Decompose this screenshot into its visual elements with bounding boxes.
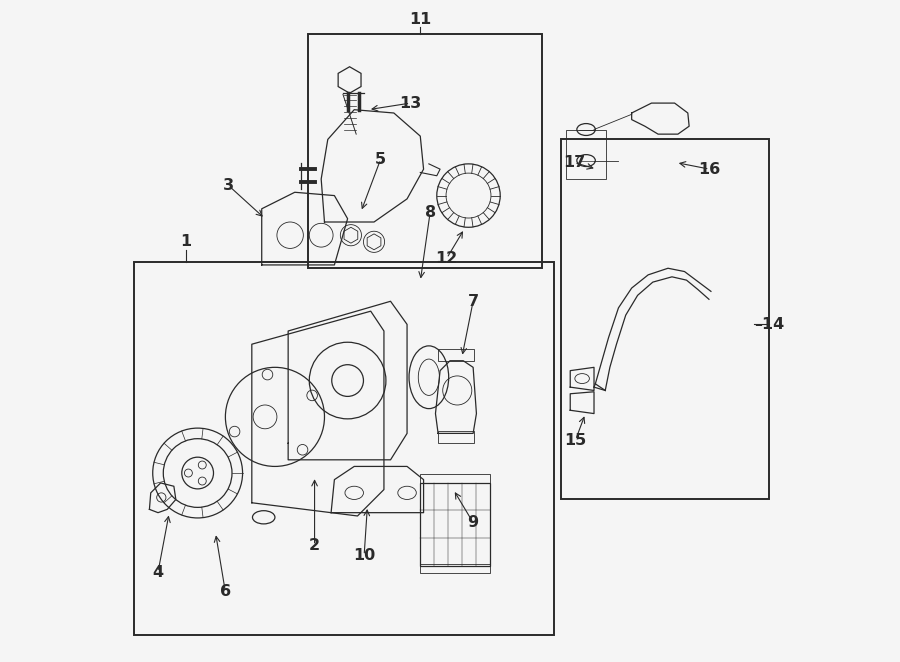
Bar bbox=[420, 483, 490, 565]
Text: 9: 9 bbox=[468, 515, 479, 530]
Text: 1: 1 bbox=[180, 234, 192, 250]
Text: 3: 3 bbox=[223, 178, 234, 193]
Text: 7: 7 bbox=[468, 294, 479, 308]
Text: 11: 11 bbox=[410, 12, 431, 26]
Text: 2: 2 bbox=[309, 538, 320, 553]
Text: 6: 6 bbox=[220, 585, 231, 600]
Text: 8: 8 bbox=[425, 205, 436, 220]
Text: –14: –14 bbox=[754, 317, 784, 332]
Bar bbox=[420, 564, 490, 573]
Bar bbox=[438, 432, 474, 444]
Text: 12: 12 bbox=[436, 251, 458, 266]
Text: 10: 10 bbox=[353, 548, 375, 563]
Bar bbox=[308, 34, 543, 268]
Text: 4: 4 bbox=[152, 565, 164, 580]
Text: 13: 13 bbox=[400, 95, 421, 111]
Bar bbox=[438, 349, 474, 361]
Text: 17: 17 bbox=[563, 155, 585, 170]
Bar bbox=[134, 261, 554, 635]
Text: 15: 15 bbox=[564, 432, 587, 448]
Bar bbox=[420, 474, 490, 483]
Text: 5: 5 bbox=[375, 152, 386, 167]
Text: 16: 16 bbox=[698, 162, 721, 177]
Bar bbox=[566, 130, 606, 179]
Bar bbox=[561, 140, 770, 499]
